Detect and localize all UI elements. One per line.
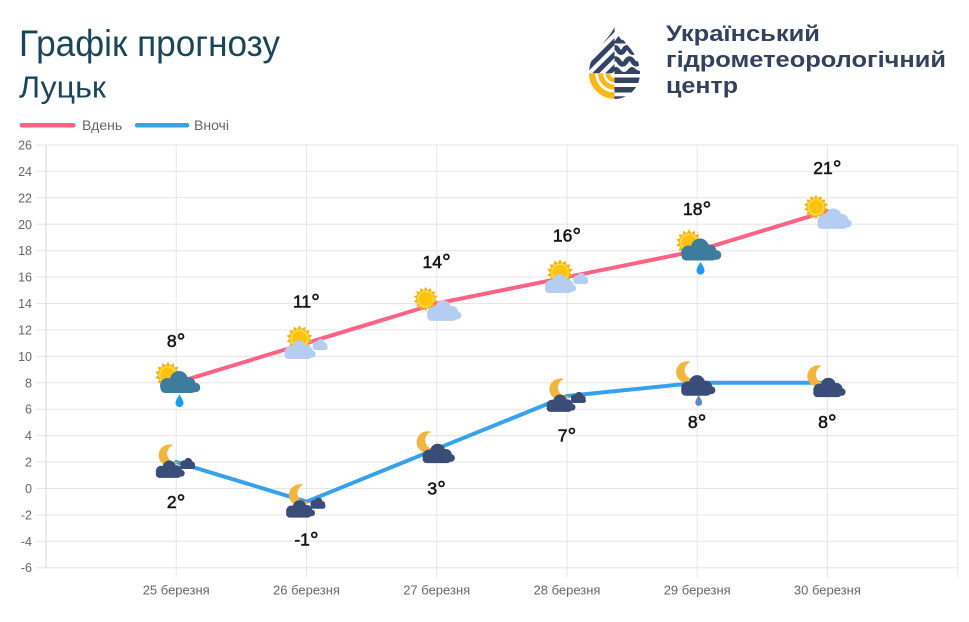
svg-text:26 березня: 26 березня [273,583,340,598]
svg-text:21°: 21° [813,156,841,181]
svg-text:Вночі: Вночі [194,117,229,133]
svg-text:4: 4 [25,429,32,443]
svg-text:10: 10 [18,350,32,364]
svg-text:8°: 8° [688,410,707,435]
svg-text:24: 24 [18,165,32,179]
svg-text:2: 2 [25,456,32,470]
svg-text:14: 14 [18,297,32,311]
svg-text:18: 18 [18,244,32,258]
svg-text:6: 6 [25,403,32,417]
svg-text:30 березня: 30 березня [794,583,861,598]
svg-text:-4: -4 [21,535,32,549]
svg-text:16°: 16° [553,223,581,248]
svg-text:центр: центр [666,73,738,98]
svg-text:Графік прогнозу: Графік прогнозу [19,23,280,64]
svg-text:Український: Український [666,21,820,46]
svg-text:18°: 18° [683,197,711,222]
svg-text:22: 22 [18,191,32,205]
svg-text:20: 20 [18,218,32,232]
svg-text:0: 0 [25,482,32,496]
svg-text:-6: -6 [21,561,32,575]
svg-text:11°: 11° [293,289,320,314]
svg-text:12: 12 [18,323,32,337]
svg-text:-1°: -1° [294,528,318,553]
svg-text:-2: -2 [21,508,32,522]
svg-text:16: 16 [18,271,32,285]
svg-text:3°: 3° [427,476,446,501]
svg-text:14°: 14° [423,250,451,275]
svg-text:8°: 8° [167,329,186,354]
svg-text:2°: 2° [167,490,186,515]
svg-text:29 березня: 29 березня [664,583,731,598]
svg-text:8: 8 [25,376,32,390]
svg-text:гідрометеорологічний: гідрометеорологічний [666,47,946,72]
svg-text:Вдень: Вдень [82,117,122,133]
svg-text:28 березня: 28 березня [534,583,601,598]
svg-text:27 березня: 27 березня [403,583,470,598]
svg-text:Луцьк: Луцьк [19,70,106,105]
svg-text:26: 26 [18,139,32,153]
svg-text:8°: 8° [818,410,837,435]
svg-text:25 березня: 25 березня [143,583,210,598]
svg-text:7°: 7° [558,423,577,448]
